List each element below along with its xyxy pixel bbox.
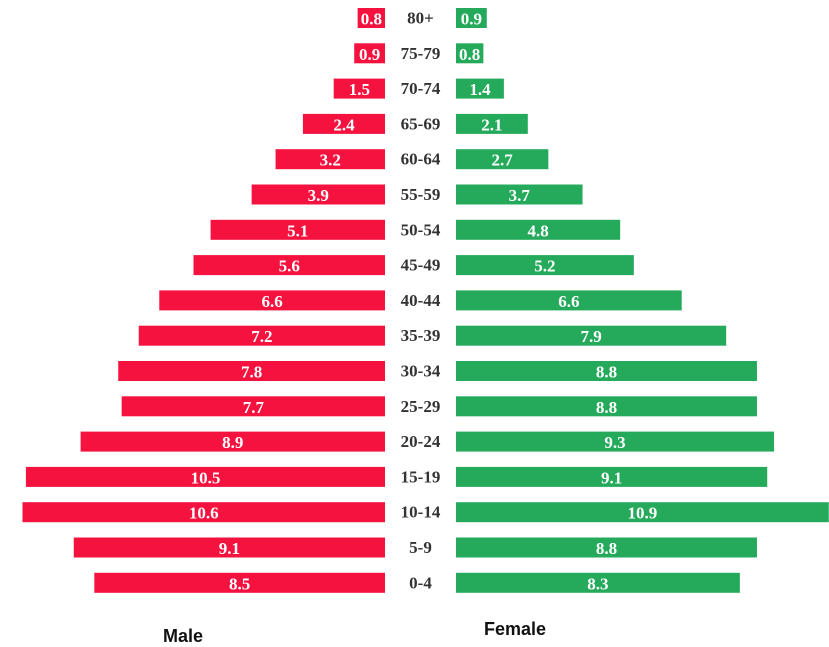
- bar: [25, 466, 386, 487]
- category-label: 25-29: [401, 397, 441, 416]
- category-label: 35-39: [401, 326, 441, 345]
- bar: [94, 572, 386, 593]
- category-label: 80+: [407, 9, 434, 28]
- value-label: 0.8: [361, 10, 382, 29]
- bar: [210, 219, 385, 240]
- bar: [251, 184, 385, 205]
- category-label: 15-19: [401, 467, 441, 486]
- value-label: 9.1: [601, 468, 622, 487]
- bar: [121, 396, 385, 417]
- value-label: 7.9: [580, 327, 601, 346]
- value-label: 0.9: [461, 10, 482, 29]
- category-label: 55-59: [401, 185, 441, 204]
- legend-label: Female: [484, 619, 546, 639]
- category-label: 20-24: [401, 432, 441, 451]
- value-label: 10.5: [191, 468, 221, 487]
- value-label: 8.8: [596, 539, 617, 558]
- bar: [456, 184, 583, 205]
- value-label: 3.9: [308, 186, 329, 205]
- category-label: 10-14: [401, 503, 441, 522]
- bar: [456, 149, 549, 170]
- bar: [456, 325, 727, 346]
- bar: [333, 78, 385, 99]
- value-label: 8.3: [587, 574, 608, 593]
- bar: [354, 43, 385, 64]
- bar: [456, 537, 757, 558]
- value-label: 5.1: [287, 221, 308, 240]
- value-label: 5.2: [534, 257, 555, 276]
- bar: [193, 255, 385, 276]
- bar: [456, 572, 740, 593]
- value-label: 5.6: [279, 257, 300, 276]
- bar: [22, 502, 385, 523]
- value-label: 7.8: [241, 363, 262, 382]
- bar: [159, 290, 385, 311]
- value-label: 10.9: [628, 504, 658, 523]
- value-label: 9.1: [219, 539, 240, 558]
- bar: [456, 8, 487, 28]
- bar: [456, 431, 775, 452]
- category-label: 0-4: [409, 573, 432, 592]
- value-label: 0.8: [459, 45, 480, 64]
- value-label: 0.9: [359, 45, 380, 64]
- bar: [456, 396, 757, 417]
- bar: [302, 113, 385, 134]
- category-label: 30-34: [401, 362, 441, 381]
- bar: [275, 149, 385, 170]
- bar: [73, 537, 385, 558]
- value-label: 8.5: [229, 574, 250, 593]
- value-label: 6.6: [262, 292, 283, 311]
- bar: [456, 502, 829, 523]
- value-label: 8.8: [596, 398, 617, 417]
- bar: [456, 290, 682, 311]
- value-label: 7.2: [251, 327, 272, 346]
- bar: [456, 255, 634, 276]
- value-label: 1.4: [469, 80, 491, 99]
- bar: [80, 431, 386, 452]
- category-label: 40-44: [401, 291, 441, 310]
- bar: [456, 43, 484, 64]
- category-label: 70-74: [401, 79, 441, 98]
- value-label: 2.4: [333, 115, 355, 134]
- bar: [118, 361, 386, 381]
- value-label: 2.7: [492, 151, 514, 170]
- category-label: 50-54: [401, 220, 441, 239]
- category-label: 75-79: [401, 44, 441, 63]
- category-label: 45-49: [401, 256, 441, 275]
- category-label: 65-69: [401, 114, 441, 133]
- bar: [138, 325, 385, 346]
- value-label: 8.8: [596, 363, 617, 382]
- bar: [456, 361, 757, 381]
- value-label: 7.7: [243, 398, 265, 417]
- category-label: 5-9: [409, 538, 432, 557]
- bar: [456, 219, 621, 240]
- value-label: 3.2: [320, 151, 341, 170]
- bar: [456, 466, 768, 487]
- bar: [456, 113, 528, 134]
- value-label: 10.6: [189, 504, 219, 523]
- value-label: 4.8: [527, 221, 548, 240]
- value-label: 1.5: [349, 80, 370, 99]
- value-label: 9.3: [604, 433, 625, 452]
- value-label: 6.6: [558, 292, 579, 311]
- category-label: 60-64: [401, 150, 441, 169]
- value-label: 3.7: [509, 186, 531, 205]
- value-label: 2.1: [481, 115, 502, 134]
- bar: [456, 78, 504, 99]
- legend-label: Male: [163, 626, 203, 646]
- value-label: 8.9: [222, 433, 243, 452]
- bar: [357, 8, 385, 28]
